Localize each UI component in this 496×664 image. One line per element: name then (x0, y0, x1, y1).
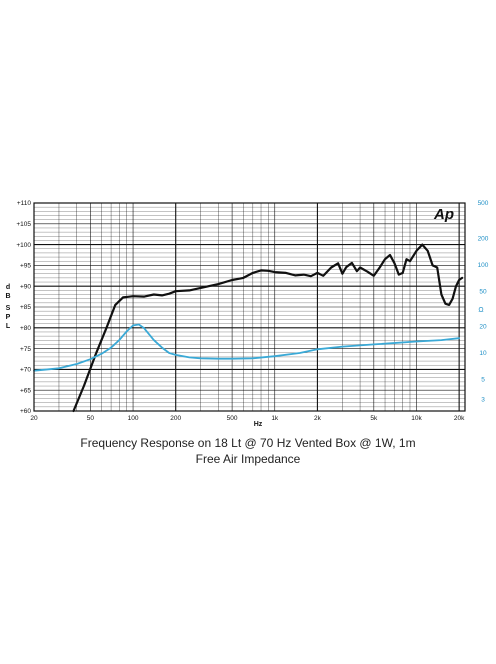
x-tick-label: 100 (128, 415, 139, 422)
y-axis-left: +60 +65 +70 +75 +80 +85 +90 +95 +100 +105 +110 (16, 200, 31, 415)
y-tick-label: +105 (16, 221, 31, 228)
x-tick-label: 5k (370, 415, 378, 422)
y2-tick-label: 3 (481, 396, 485, 403)
y-tick-label: +95 (20, 263, 31, 270)
y-axis-label-letter: L (6, 323, 11, 330)
x-tick-label: 50 (87, 415, 95, 422)
y-axis-label-letter: B (5, 293, 10, 300)
y-tick-label: +85 (20, 304, 31, 311)
curves (33, 243, 464, 413)
impedance-curve (33, 323, 461, 372)
chart-title: Frequency Response on 18 Lt @ 70 Hz Vent… (80, 436, 416, 450)
x-axis: 20 50 100 200 500 1k 2k 5k 10k 20k (30, 415, 465, 422)
y-tick-label: +60 (20, 408, 31, 415)
y-tick-label: +80 (20, 325, 31, 332)
x-tick-label: 10k (411, 415, 422, 422)
y-tick-label: +75 (20, 346, 31, 353)
y2-tick-label: 200 (478, 235, 489, 242)
spl-curve (72, 243, 464, 413)
y2-tick-label: 100 (478, 262, 489, 269)
y2-axis-label: Ω (478, 307, 483, 314)
y2-tick-label: 5 (481, 377, 485, 384)
y-tick-label: +65 (20, 387, 31, 394)
plot-frame (33, 202, 466, 412)
chart-subtitle: Free Air Impedance (195, 452, 301, 466)
grid (33, 202, 465, 412)
x-tick-label: 2k (314, 415, 322, 422)
y-axis-label-letter: S (6, 305, 11, 312)
x-axis-label: Hz (254, 421, 263, 428)
y2-tick-label: 500 (478, 200, 489, 207)
y-axis-label-letter: d (6, 284, 10, 291)
y-tick-label: +90 (20, 283, 31, 290)
y-axis-label-letter: P (6, 314, 11, 321)
y-axis-right: 3 5 10 20 50 100 200 500 (478, 200, 489, 403)
x-tick-label: 20 (30, 415, 38, 422)
x-tick-label: 1k (271, 415, 279, 422)
y2-tick-label: 50 (479, 288, 487, 295)
x-tick-label: 20k (454, 415, 465, 422)
frequency-response-chart: +60 +65 +70 +75 +80 +85 +90 +95 +100 +105 +110 3 5 1… (5, 200, 489, 428)
y2-tick-label: 20 (479, 324, 487, 331)
x-tick-label: 200 (170, 415, 181, 422)
brand-logo: Ap (433, 206, 454, 223)
y2-tick-label: 10 (479, 350, 487, 357)
x-tick-label: 500 (227, 415, 238, 422)
y-tick-label: +70 (20, 367, 31, 374)
y-tick-label: +100 (16, 242, 31, 249)
y-tick-label: +110 (17, 200, 32, 207)
